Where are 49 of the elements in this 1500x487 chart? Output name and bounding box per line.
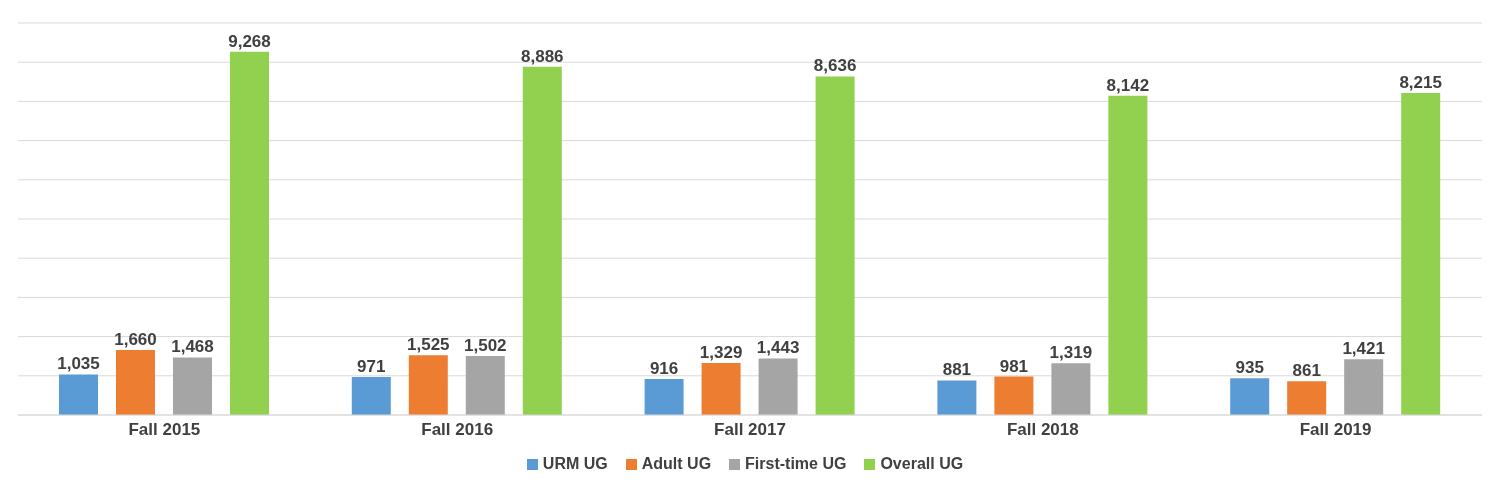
bar [1051, 363, 1091, 415]
bar [937, 380, 977, 415]
legend-label: Adult UG [640, 455, 712, 473]
data-label: 8,886 [521, 46, 564, 66]
data-label: 981 [999, 356, 1029, 376]
bar [115, 349, 155, 415]
bar [465, 356, 505, 415]
data-label: 8,636 [813, 56, 857, 76]
bar [58, 374, 98, 415]
bar [408, 355, 448, 415]
data-label: 1,319 [1049, 343, 1093, 363]
data-label: 9,268 [228, 31, 271, 51]
data-label: 8,215 [1399, 72, 1442, 92]
legend-label: Overall UG [879, 455, 964, 473]
x-tick-label: Fall 2015 [128, 420, 201, 440]
bar [522, 66, 562, 415]
bar [1287, 381, 1327, 415]
data-label: 861 [1292, 361, 1321, 381]
data-label: 1,502 [464, 336, 507, 356]
data-label: 971 [357, 356, 386, 376]
data-label: 1,468 [171, 337, 214, 357]
bar [1108, 95, 1148, 415]
x-tick-label: Fall 2016 [421, 420, 494, 440]
bar [1230, 378, 1270, 415]
bar [1401, 92, 1441, 415]
bar [994, 376, 1034, 415]
data-label: 935 [1235, 358, 1264, 378]
bar [644, 379, 684, 415]
x-tick-label: Fall 2018 [1006, 420, 1079, 440]
data-label: 1,660 [114, 329, 157, 349]
data-label: 881 [942, 360, 972, 380]
bar [758, 358, 798, 415]
data-label: 1,421 [1342, 339, 1385, 359]
bar [1344, 359, 1384, 415]
bar [229, 51, 269, 415]
data-label: 8,142 [1106, 75, 1150, 95]
legend-label: URM UG [541, 455, 608, 473]
data-label: 1,525 [407, 335, 450, 355]
x-tick-label: Fall 2017 [714, 420, 786, 440]
data-label: 1,329 [699, 342, 743, 362]
data-label: 916 [649, 359, 679, 379]
bar [351, 376, 391, 415]
data-label: 1,443 [756, 338, 800, 358]
bar [701, 362, 741, 415]
legend-label: First-time UG [744, 455, 847, 473]
bar [815, 76, 855, 415]
x-tick-label: Fall 2019 [1299, 420, 1372, 440]
data-label: 1,035 [57, 354, 100, 374]
bar [172, 357, 212, 415]
